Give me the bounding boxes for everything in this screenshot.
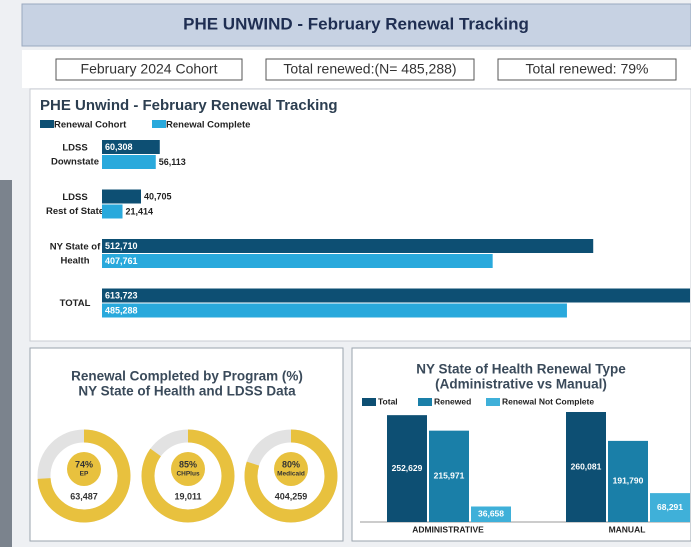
bar xyxy=(102,239,594,253)
chart-subtitle: (Administrative vs Manual) xyxy=(435,377,607,392)
bar xyxy=(387,415,427,522)
legend-label: Total xyxy=(378,396,398,406)
chart-title: PHE Unwind - February Renewal Tracking xyxy=(40,97,338,114)
legend-swatch xyxy=(362,398,376,406)
value-label: 21,414 xyxy=(126,206,154,216)
stat-box xyxy=(497,58,677,81)
header-title: PHE UNWIND - February Renewal Tracking xyxy=(183,14,529,33)
value-label: 613,723 xyxy=(105,290,138,300)
value-label: 260,081 xyxy=(571,461,602,471)
stat-box xyxy=(265,58,475,81)
value-label: 68,291 xyxy=(657,502,683,512)
category-label: MANUAL xyxy=(609,524,646,534)
stat-text: February 2024 Cohort xyxy=(81,61,218,77)
bar xyxy=(471,506,511,522)
legend-swatch xyxy=(40,120,54,128)
bar xyxy=(429,430,469,522)
value-label: 215,971 xyxy=(434,471,465,481)
chart-title: NY State of Health Renewal Type xyxy=(416,362,626,377)
category-label: LDSS xyxy=(62,143,87,154)
bar xyxy=(102,303,567,318)
chart-subtitle: NY State of Health and LDSS Data xyxy=(78,384,296,399)
category-label: Rest of State xyxy=(46,206,104,217)
bar xyxy=(102,155,156,169)
legend-label: Renewal Not Complete xyxy=(502,396,594,406)
category-label: CHPlus xyxy=(176,471,200,478)
legend-swatch xyxy=(152,120,166,128)
percent-label: 74% xyxy=(75,459,93,469)
legend-label: Renewed xyxy=(434,396,471,406)
count-label: 404,259 xyxy=(275,491,308,501)
category-label: EP xyxy=(80,471,89,478)
category-label: Medicaid xyxy=(277,471,305,478)
bar xyxy=(650,493,690,522)
bar xyxy=(566,412,606,522)
panel xyxy=(29,347,344,542)
percent-label: 85% xyxy=(179,459,197,469)
bar xyxy=(102,254,493,268)
category-label: Downstate xyxy=(51,157,99,168)
value-label: 40,705 xyxy=(144,191,172,201)
legend-label: Renewal Cohort xyxy=(54,120,127,131)
category-label: ADMINISTRATIVE xyxy=(412,524,484,534)
count-label: 63,487 xyxy=(70,491,98,501)
value-label: 485,288 xyxy=(105,305,138,315)
header-bar xyxy=(21,3,691,47)
value-label: 512,710 xyxy=(105,241,138,251)
category-label: NY State of xyxy=(50,242,101,253)
chart-title: Renewal Completed by Program (%) xyxy=(71,369,303,384)
value-label: 36,658 xyxy=(478,508,504,518)
value-label: 56,113 xyxy=(159,157,186,167)
bar xyxy=(102,189,141,204)
legend-label: Renewal Complete xyxy=(166,120,250,131)
donut-center xyxy=(171,452,205,486)
side-stripe xyxy=(0,180,12,547)
bar xyxy=(608,440,648,522)
value-label: 252,629 xyxy=(392,463,423,473)
category-label: LDSS xyxy=(62,192,87,203)
legend-swatch xyxy=(486,398,500,406)
donut-arc xyxy=(141,429,235,523)
stat-text: Total renewed: 79% xyxy=(526,61,649,77)
value-label: 191,790 xyxy=(613,476,644,486)
donut-center xyxy=(67,452,101,486)
category-label: TOTAL xyxy=(60,298,91,309)
donut-arc xyxy=(37,429,131,523)
bar xyxy=(102,140,160,154)
category-label: Health xyxy=(60,256,89,267)
count-label: 19,011 xyxy=(174,491,201,501)
stat-box xyxy=(55,58,243,81)
value-label: 407,761 xyxy=(105,256,138,266)
percent-label: 80% xyxy=(282,459,300,469)
legend-swatch xyxy=(418,398,432,406)
value-label: 60,308 xyxy=(105,142,133,152)
bar xyxy=(102,288,690,303)
stat-text: Total renewed:(N= 485,288) xyxy=(283,61,456,77)
bar xyxy=(102,204,123,219)
donut-center xyxy=(274,452,308,486)
donut-arc xyxy=(244,429,338,523)
